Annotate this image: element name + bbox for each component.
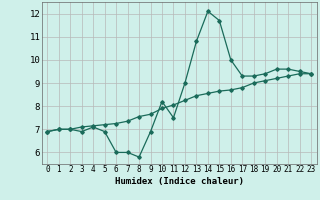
X-axis label: Humidex (Indice chaleur): Humidex (Indice chaleur)	[115, 177, 244, 186]
